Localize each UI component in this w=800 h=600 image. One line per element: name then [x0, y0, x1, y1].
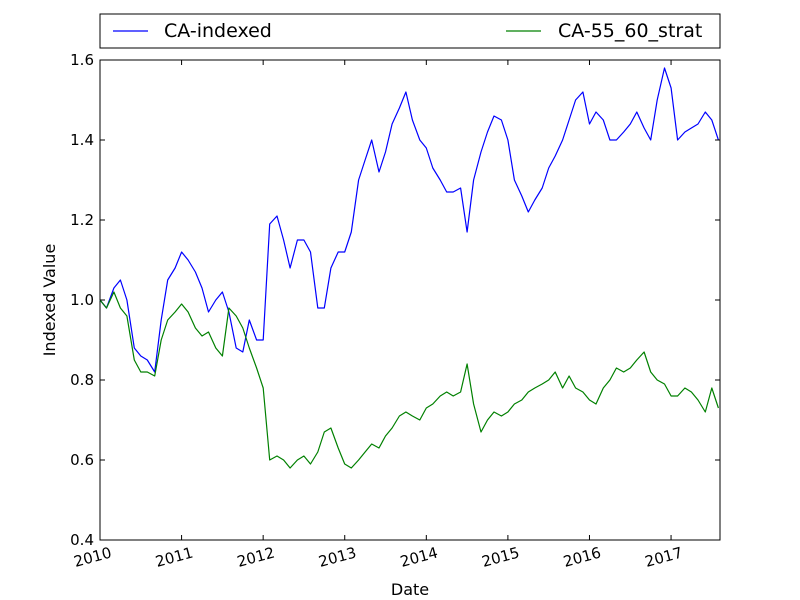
- y-tick-label: 0.8: [70, 371, 94, 389]
- x-axis-title: Date: [391, 580, 429, 599]
- legend-label-series-1: CA-indexed: [164, 20, 272, 42]
- y-axis-title: Indexed Value: [40, 244, 59, 357]
- y-tick-label: 1.2: [70, 211, 94, 229]
- y-axis: 0.4 0.6 0.8 1.0 1.2 1.4 1.6: [70, 51, 720, 549]
- series-line-2: [99, 291, 719, 469]
- series-line-1: [99, 67, 719, 373]
- legend: CA-indexed CA-55_60_strat: [99, 13, 721, 49]
- legend-box: [99, 13, 721, 49]
- y-tick-label: 1.0: [70, 291, 94, 309]
- y-tick-label: 1.4: [70, 131, 94, 149]
- y-tick-label: 1.6: [70, 51, 94, 69]
- series-layer: [99, 67, 719, 469]
- legend-label-series-2: CA-55_60_strat: [558, 20, 702, 42]
- y-tick-label: 0.4: [70, 531, 94, 549]
- y-tick-label: 0.6: [70, 451, 94, 469]
